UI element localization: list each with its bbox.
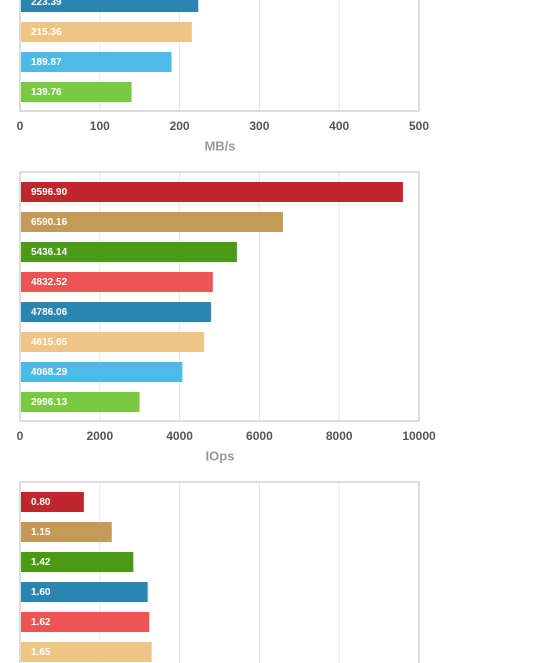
value-label: 4832.52 — [31, 277, 68, 288]
x-tick-label: 300 — [249, 119, 269, 133]
value-label: 1.60 — [31, 587, 51, 598]
bar — [21, 52, 172, 72]
x-tick-label: 400 — [329, 119, 349, 133]
x-axis-title: MB/s — [204, 138, 235, 153]
value-label: 1.42 — [31, 557, 51, 568]
x-tick-label: 2000 — [86, 429, 113, 443]
value-label: 139.76 — [31, 87, 62, 98]
x-tick-label: 100 — [90, 119, 110, 133]
bar — [21, 242, 237, 262]
bar — [21, 642, 152, 662]
bar — [21, 612, 150, 632]
value-label: 189.87 — [31, 57, 62, 68]
plot-frame — [19, 481, 420, 663]
value-label: 2996.13 — [31, 397, 68, 408]
bar — [21, 22, 192, 42]
value-label: 223.39 — [31, 0, 62, 8]
x-tick-label: 4000 — [166, 429, 193, 443]
x-tick-label: 8000 — [326, 429, 353, 443]
value-label: 9596.90 — [31, 187, 68, 198]
value-label: 1.15 — [31, 527, 51, 538]
value-label: 6590.16 — [31, 217, 68, 228]
plot-frame — [19, 171, 420, 422]
value-label: 0.80 — [31, 497, 51, 508]
bar — [21, 362, 183, 382]
x-tick-label: 200 — [170, 119, 190, 133]
bar — [21, 392, 140, 412]
value-label: 4615.65 — [31, 337, 68, 348]
bar — [21, 582, 148, 602]
bar — [21, 272, 213, 292]
plot-frame — [19, 0, 420, 112]
bar — [21, 212, 283, 232]
bar — [21, 0, 199, 12]
x-tick-label: 0 — [17, 429, 24, 443]
x-tick-label: 0 — [17, 119, 24, 133]
bar — [21, 302, 211, 322]
bar — [21, 492, 84, 512]
bar — [21, 332, 205, 352]
value-label: 4786.06 — [31, 307, 68, 318]
x-tick-label: 6000 — [246, 429, 273, 443]
x-tick-label: 10000 — [402, 429, 436, 443]
value-label: 215.36 — [31, 27, 62, 38]
value-label: 1.62 — [31, 617, 51, 628]
value-label: 4068.29 — [31, 367, 68, 378]
x-tick-label: 500 — [409, 119, 429, 133]
bar — [21, 182, 403, 202]
x-axis-title: IOps — [206, 448, 235, 463]
bar — [21, 82, 132, 102]
value-label: 1.65 — [31, 647, 51, 658]
value-label: 5436.14 — [31, 247, 68, 258]
bar — [21, 522, 112, 542]
bar — [21, 552, 134, 572]
